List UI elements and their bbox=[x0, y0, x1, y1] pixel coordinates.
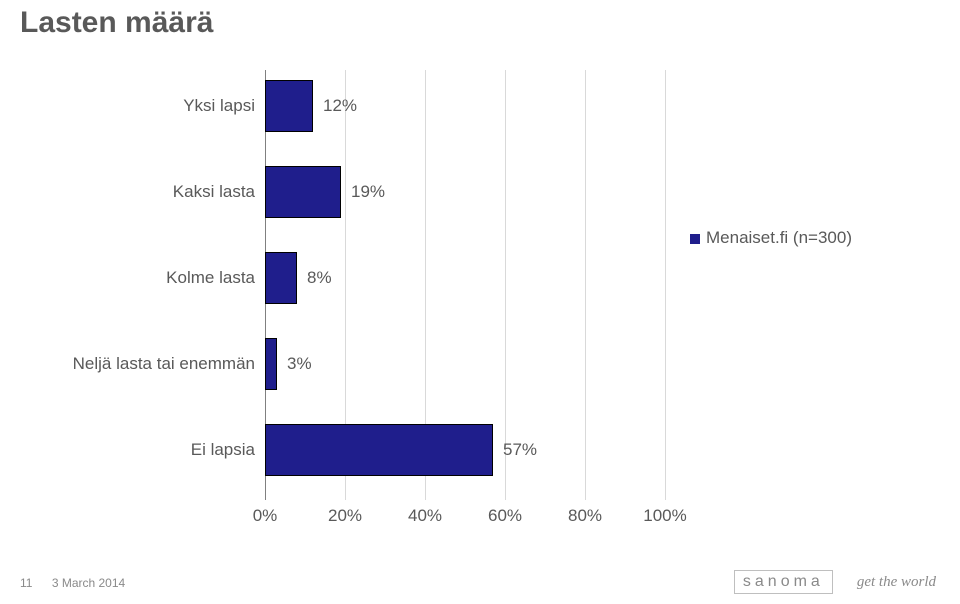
category-label: Yksi lapsi bbox=[35, 96, 255, 116]
bar-chart: Yksi lapsi12%Kaksi lasta19%Kolme lasta8%… bbox=[40, 70, 800, 530]
x-tick-label: 80% bbox=[568, 506, 602, 526]
gridline bbox=[585, 70, 586, 500]
value-label: 12% bbox=[323, 96, 357, 116]
gridline bbox=[505, 70, 506, 500]
bar bbox=[265, 166, 341, 218]
sanoma-logo: sanoma bbox=[734, 570, 833, 594]
footer-tagline: get the world bbox=[857, 574, 936, 591]
value-label: 3% bbox=[287, 354, 312, 374]
slide: Lasten määrä Yksi lapsi12%Kaksi lasta19%… bbox=[0, 0, 960, 604]
gridline bbox=[665, 70, 666, 500]
x-tick-label: 100% bbox=[643, 506, 686, 526]
bar bbox=[265, 252, 297, 304]
legend-swatch bbox=[690, 234, 700, 244]
bar bbox=[265, 424, 493, 476]
page-title: Lasten määrä bbox=[20, 6, 213, 40]
footer-left: 11 3 March 2014 bbox=[20, 576, 125, 590]
value-label: 19% bbox=[351, 182, 385, 202]
category-label: Ei lapsia bbox=[35, 440, 255, 460]
category-label: Kolme lasta bbox=[35, 268, 255, 288]
category-label: Neljä lasta tai enemmän bbox=[35, 354, 255, 374]
legend: Menaiset.fi (n=300) bbox=[690, 228, 852, 248]
footer-right: sanoma get the world bbox=[734, 570, 936, 594]
x-tick-label: 0% bbox=[253, 506, 278, 526]
legend-label: Menaiset.fi (n=300) bbox=[706, 228, 852, 247]
x-tick-label: 20% bbox=[328, 506, 362, 526]
value-label: 57% bbox=[503, 440, 537, 460]
bar bbox=[265, 80, 313, 132]
category-label: Kaksi lasta bbox=[35, 182, 255, 202]
value-label: 8% bbox=[307, 268, 332, 288]
bar bbox=[265, 338, 277, 390]
x-tick-label: 60% bbox=[488, 506, 522, 526]
page-number: 11 bbox=[20, 576, 32, 590]
footer-date: 3 March 2014 bbox=[52, 576, 125, 590]
x-tick-label: 40% bbox=[408, 506, 442, 526]
